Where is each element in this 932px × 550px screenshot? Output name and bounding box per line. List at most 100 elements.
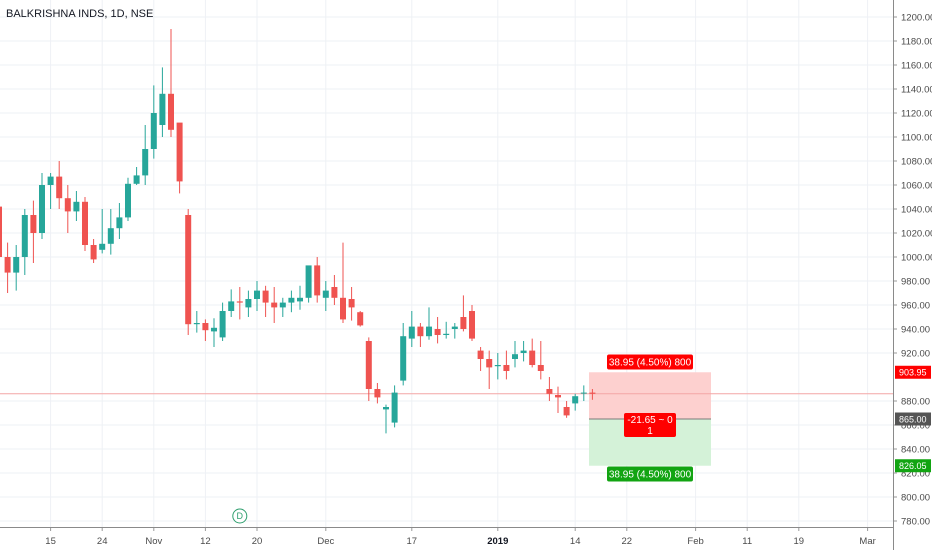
dividend-marker-label: D [237,511,244,521]
y-tick-label: 820.00 [901,469,930,480]
candle-body [262,290,269,303]
candle [391,385,398,428]
candle [82,197,88,251]
candle [176,122,183,194]
candle-body [314,265,321,296]
candle [460,295,467,332]
stop-loss-zone[interactable] [589,372,711,419]
candle-body [64,198,71,212]
candle [193,311,200,333]
candle-body [176,122,183,182]
candle [443,321,450,339]
y-tick-label: 1060.00 [901,181,932,192]
x-tick-label: 17 [407,536,418,547]
reward-label-text: 38.95 (4.50%) 800 [609,470,692,481]
pnl-label-text: -21.65 ~ 0 [627,415,673,426]
candle-body [365,341,372,389]
reward-label[interactable] [607,466,693,482]
y-tick-label: 860.00 [901,421,930,432]
candle-body [99,243,106,250]
y-tick-label: 1020.00 [901,229,932,240]
candle [185,209,192,335]
candle [374,383,381,404]
candle-body [39,185,45,233]
y-tick-label: 800.00 [901,493,930,504]
y-tick-label: 1100.00 [901,133,932,144]
risk-label[interactable] [607,354,693,370]
candle [494,353,501,380]
x-tick-label: 11 [742,536,752,547]
x-tick-label: Feb [687,536,703,547]
x-tick-label: 19 [794,536,805,547]
candle-body [73,201,80,212]
candle-body [391,392,398,423]
x-tick-label: 15 [45,536,56,547]
candle [580,385,587,401]
candle [469,305,475,341]
candle [73,191,80,221]
y-tick-label: 1140.00 [901,85,932,96]
candle [228,289,235,317]
x-tick-label: Mar [859,536,875,547]
candle [322,281,329,311]
entry-price-tag-text: 865.00 [899,414,927,424]
x-tick-label: 2019 [487,536,508,547]
candle-body [426,326,432,337]
candle [305,265,312,303]
candle-body [322,290,329,298]
candle [159,67,166,137]
candle-body [245,299,252,308]
y-tick-label: 880.00 [901,397,930,408]
candle [202,319,209,341]
candle-body [563,407,570,416]
candle [133,167,140,185]
candle [383,404,389,434]
candle [451,323,458,339]
candle [21,209,28,275]
pnl-label[interactable] [624,413,676,437]
candle-body [116,217,123,229]
candle [357,311,364,327]
candle [477,347,484,371]
candle-body [331,287,338,298]
candle-body [150,113,157,149]
candle-body [254,290,260,299]
candle-body [451,326,458,329]
candle-body [486,359,493,368]
candle [99,209,106,254]
candle [426,307,432,340]
candle [400,323,407,386]
candle [262,285,269,317]
chart-grid [0,0,893,527]
candle-body [142,149,149,176]
candle-body [374,389,381,398]
candle-body [340,297,346,320]
candle [56,161,63,209]
candle [219,302,226,341]
dividend-marker[interactable] [232,508,248,524]
candle-body [56,176,63,199]
x-tick-label: 14 [570,536,581,547]
candle-body [271,302,278,308]
pnl-label-text: 1 [647,426,653,437]
candle [142,125,149,185]
candle [314,257,321,303]
y-tick-label: 1080.00 [901,157,932,168]
candle-body [572,396,579,404]
candle [236,287,243,320]
target-price-tag [895,459,931,473]
candle-body [236,301,243,303]
candle-body [383,407,389,410]
y-tick-label: 1120.00 [901,109,932,120]
candle [0,206,2,257]
candle [150,85,157,159]
candle [365,337,372,401]
candle [572,393,579,411]
candle [30,200,37,263]
candle [520,341,527,362]
position-labels[interactable]: D 903.95 865.00 826.05 38.95 (4.50%) 800 -21.… [232,354,931,524]
y-tick-label: 920.00 [901,349,930,360]
candle-body [47,176,54,185]
candle-body [305,265,312,298]
